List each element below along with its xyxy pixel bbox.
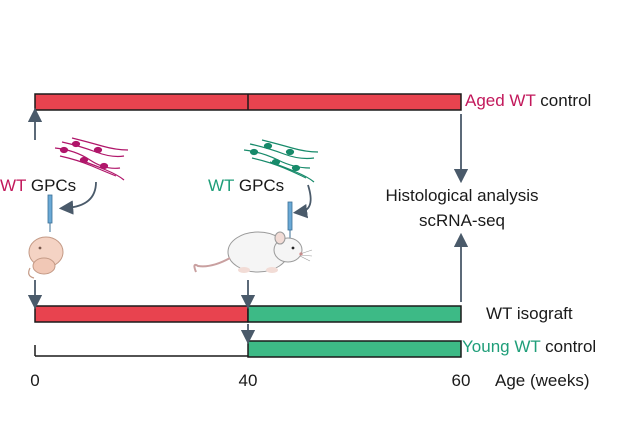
right-gpcs-text: GPCs bbox=[234, 176, 284, 195]
young-control-text: control bbox=[540, 337, 596, 356]
aged-wt-text: Aged WT bbox=[465, 91, 536, 110]
young-wt-text: Young WT bbox=[462, 337, 540, 356]
young-control-bar bbox=[34, 340, 462, 358]
arrow-icon bbox=[58, 181, 97, 215]
tick-0: 0 bbox=[30, 371, 39, 390]
aged-control-label: Aged WT control bbox=[465, 91, 591, 110]
right-wt-text: WT bbox=[208, 176, 234, 195]
axis-label: Age (weeks) bbox=[495, 371, 589, 390]
pipette-icon bbox=[287, 201, 293, 238]
arrow-icon bbox=[292, 184, 312, 219]
analysis-line-2: scRNA-seq bbox=[419, 211, 505, 230]
isograft-bar bbox=[34, 305, 462, 323]
right-gpc-label: WT GPCs bbox=[208, 176, 284, 195]
isograft-label: WT isograft bbox=[486, 304, 573, 323]
aged-control-text: control bbox=[536, 91, 592, 110]
young-control-label: Young WT control bbox=[462, 337, 596, 356]
left-wt-text: WT bbox=[0, 176, 26, 195]
pipette-icon bbox=[47, 194, 53, 232]
tick-40: 40 bbox=[239, 371, 258, 390]
analysis-line-1: Histological analysis bbox=[385, 186, 538, 205]
pup-icon bbox=[28, 236, 64, 279]
cell-cluster-icon bbox=[243, 139, 319, 183]
tick-60: 60 bbox=[452, 371, 471, 390]
left-gpcs-text: GPCs bbox=[26, 176, 76, 195]
cell-cluster-icon bbox=[54, 137, 129, 181]
aged-control-bar bbox=[34, 93, 462, 111]
mouse-icon bbox=[193, 231, 313, 273]
left-gpc-label: WT GPCs bbox=[0, 176, 76, 195]
